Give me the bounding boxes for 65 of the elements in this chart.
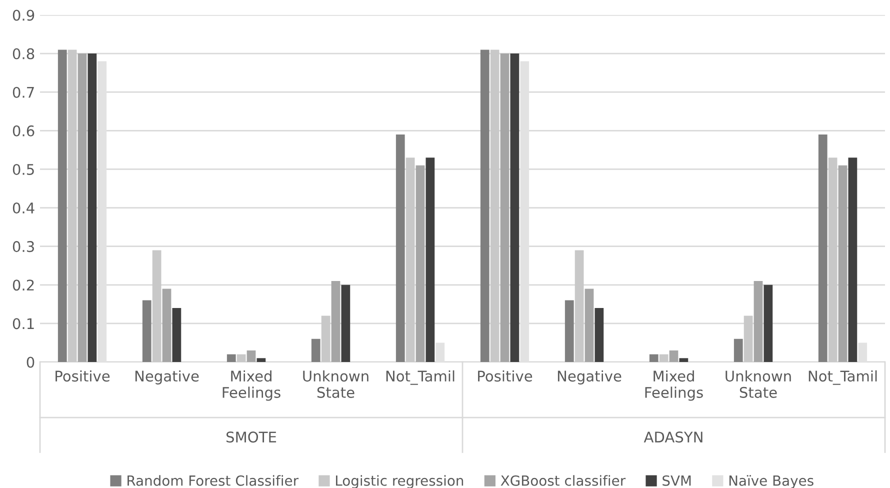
y-tick-label: 0.3 (12, 241, 34, 252)
bar (162, 288, 172, 362)
bar (416, 165, 425, 362)
bar (236, 354, 246, 362)
bar (142, 300, 152, 362)
x-tick-label: Negative (558, 370, 622, 384)
bar (152, 250, 162, 362)
y-tick-label: 0.7 (12, 86, 34, 98)
x-tick-label: Not_Tamil (386, 370, 454, 385)
bar (764, 284, 773, 362)
bar (396, 134, 405, 362)
x-tick-label: Unknown State (726, 370, 791, 398)
y-tick-label: 0.9 (12, 10, 34, 21)
bar (226, 354, 236, 362)
text: ADASYN (644, 432, 702, 443)
bar (172, 308, 182, 362)
legend-label: Random Forest Classifier (128, 475, 299, 486)
bar (321, 316, 330, 362)
bar (68, 50, 77, 362)
bar (649, 354, 658, 362)
text: SMOTE (226, 432, 276, 443)
x-tick-label: Negative (135, 370, 199, 384)
bar (500, 54, 510, 362)
bar (480, 50, 490, 362)
y-tick-label: 0.6 (12, 125, 34, 136)
bar (744, 316, 753, 362)
bar (78, 54, 87, 362)
legend-label: SVM (662, 475, 691, 486)
bar (818, 134, 828, 362)
bar (246, 350, 256, 362)
x-tick-label: Not_Tamil (808, 370, 877, 385)
y-tick-label: 0 (26, 356, 34, 368)
bar (734, 338, 743, 362)
bar (426, 158, 435, 362)
bar (256, 358, 266, 362)
bar (406, 158, 415, 362)
bar (341, 284, 350, 362)
bar (564, 300, 574, 362)
bar (331, 281, 340, 362)
bar (754, 281, 763, 362)
y-tick-label: 0.1 (12, 318, 34, 330)
y-tick-label: 0.8 (12, 48, 34, 60)
bar (848, 158, 858, 362)
bar (594, 308, 604, 362)
x-tick-label: Mixed Feelings (645, 370, 703, 401)
bar (828, 158, 838, 362)
bar (58, 50, 67, 362)
bar (659, 354, 668, 362)
bar (679, 358, 688, 362)
x-tick-label: Positive (56, 370, 110, 382)
bar (510, 54, 520, 362)
y-tick-label: 0.4 (12, 202, 34, 214)
y-tick-label: 0.2 (12, 280, 34, 291)
x-tick-label: Mixed Feelings (222, 370, 280, 401)
legend-label: XGBoost classifier (500, 475, 626, 486)
y-tick-label: 0.5 (12, 164, 34, 175)
x-tick-label: Positive (478, 370, 532, 382)
bar (311, 338, 320, 362)
bar (838, 165, 848, 362)
bar (490, 50, 500, 362)
bar (669, 350, 678, 362)
bar (574, 250, 584, 362)
x-tick-label: Unknown State (303, 370, 368, 398)
bar (584, 288, 594, 362)
bar (88, 54, 97, 362)
